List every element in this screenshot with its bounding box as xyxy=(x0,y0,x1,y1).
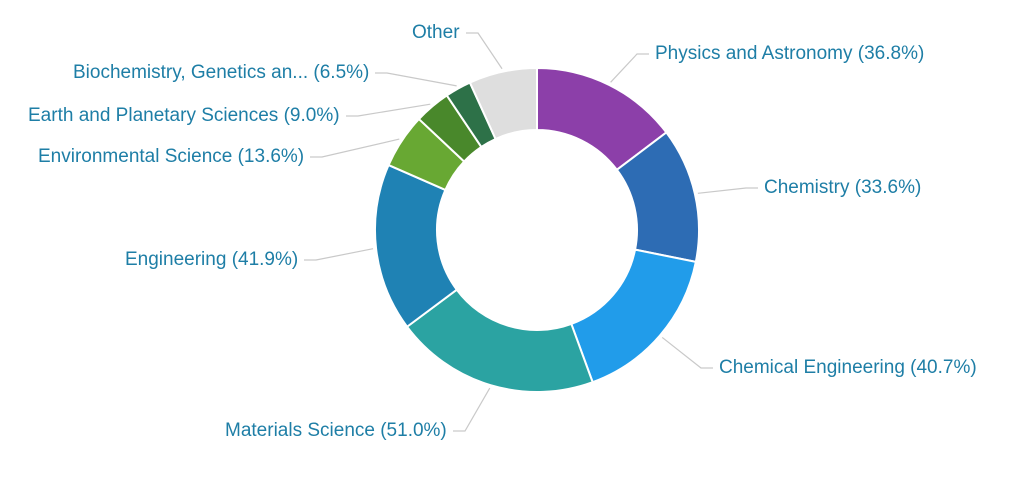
label-connector-chemical-engineering xyxy=(661,336,713,369)
slice-label-environmental-science: Environmental Science (13.6%) xyxy=(38,146,305,167)
slice-label-other: Other xyxy=(412,22,460,43)
pie-slice-chemical-engineering[interactable] xyxy=(570,248,697,384)
slice-label-physics-and-astronomy: Physics and Astronomy (36.8%) xyxy=(655,43,925,64)
label-connector-materials-science xyxy=(453,387,491,432)
pie-slice-other[interactable] xyxy=(468,67,538,140)
label-connector-physics-and-astronomy xyxy=(610,53,649,83)
label-connector-earth-and-planetary-sciences xyxy=(346,103,431,117)
label-connector-biochemistry-genetics-an xyxy=(375,72,457,87)
slice-label-chemistry: Chemistry (33.6%) xyxy=(764,177,922,198)
slice-label-materials-science: Materials Science (51.0%) xyxy=(225,420,447,441)
label-connector-engineering xyxy=(304,248,374,261)
label-connector-environmental-science xyxy=(310,138,400,158)
slice-label-earth-and-planetary-sciences: Earth and Planetary Sciences (9.0%) xyxy=(28,105,340,126)
slice-label-engineering: Engineering (41.9%) xyxy=(125,249,299,270)
slice-label-biochemistry-genetics: Biochemistry, Genetics an... (6.5%) xyxy=(73,62,370,83)
label-connector-chemistry xyxy=(697,187,758,194)
slice-label-chemical-engineering: Chemical Engineering (40.7%) xyxy=(719,357,977,378)
label-connector-other xyxy=(466,32,503,70)
